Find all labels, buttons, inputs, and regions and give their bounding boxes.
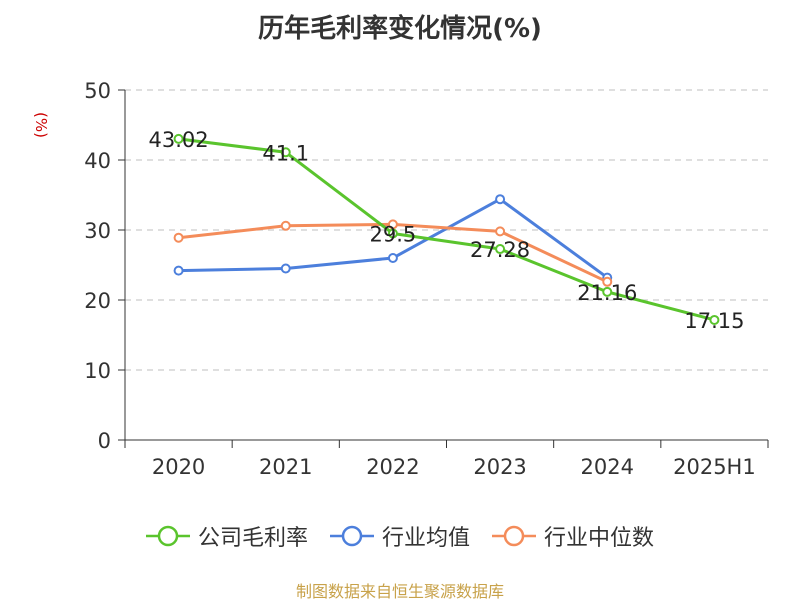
data-point: [495, 194, 506, 205]
data-label: 17.15: [684, 309, 744, 333]
source-note: 制图数据来自恒生聚源数据库: [295, 582, 504, 601]
legend-item[interactable]: 公司毛利率: [145, 520, 308, 552]
x-tick-label: 2025H1: [673, 455, 756, 479]
y-tick-label: 50: [84, 79, 111, 103]
data-point: [280, 147, 291, 158]
data-point: [173, 265, 184, 276]
legend-swatch: [145, 525, 190, 547]
series-line: [178, 137, 715, 322]
data-label: 41.1: [262, 141, 309, 165]
data-point: [280, 220, 291, 231]
data-point: [387, 219, 398, 230]
x-tick-label: 2020: [152, 455, 205, 479]
legend-item[interactable]: 行业均值: [329, 520, 470, 552]
data-point: [495, 226, 506, 237]
data-point: [602, 286, 613, 297]
y-tick-label: 30: [84, 219, 111, 243]
x-tick-label: 2021: [259, 455, 312, 479]
data-point: [387, 228, 398, 239]
legend-item[interactable]: 行业中位数: [492, 520, 654, 552]
x-tick-label: 2024: [581, 455, 634, 479]
data-point: [387, 253, 398, 263]
data-point: [173, 133, 184, 144]
y-tick-label: 40: [84, 149, 111, 173]
legend: 公司毛利率 行业均值 行业中位数: [0, 520, 800, 552]
legend-label: 公司毛利率: [197, 526, 308, 551]
x-tick-label: 2022: [366, 455, 419, 479]
legend-swatch: [492, 525, 536, 547]
legend-swatch: [329, 525, 374, 547]
legend-label: 行业中位数: [544, 526, 655, 551]
data-label: 29.5: [370, 223, 417, 247]
data-point: [280, 263, 291, 274]
data-label: 21.16: [577, 281, 637, 305]
legend-label: 行业均值: [381, 526, 470, 551]
data-point: [173, 232, 184, 243]
data-point: [495, 244, 506, 255]
chart-title: 历年毛利率变化情况(%): [258, 14, 542, 44]
y-tick-label: 10: [84, 359, 111, 383]
y-tick-label: 20: [84, 289, 111, 313]
y-tick-label: 0: [98, 429, 111, 453]
data-point: [709, 314, 720, 325]
data-point: [602, 276, 613, 287]
data-label: 27.28: [470, 238, 530, 262]
x-tick-label: 2023: [473, 455, 526, 479]
data-label: 43.02: [149, 128, 209, 152]
